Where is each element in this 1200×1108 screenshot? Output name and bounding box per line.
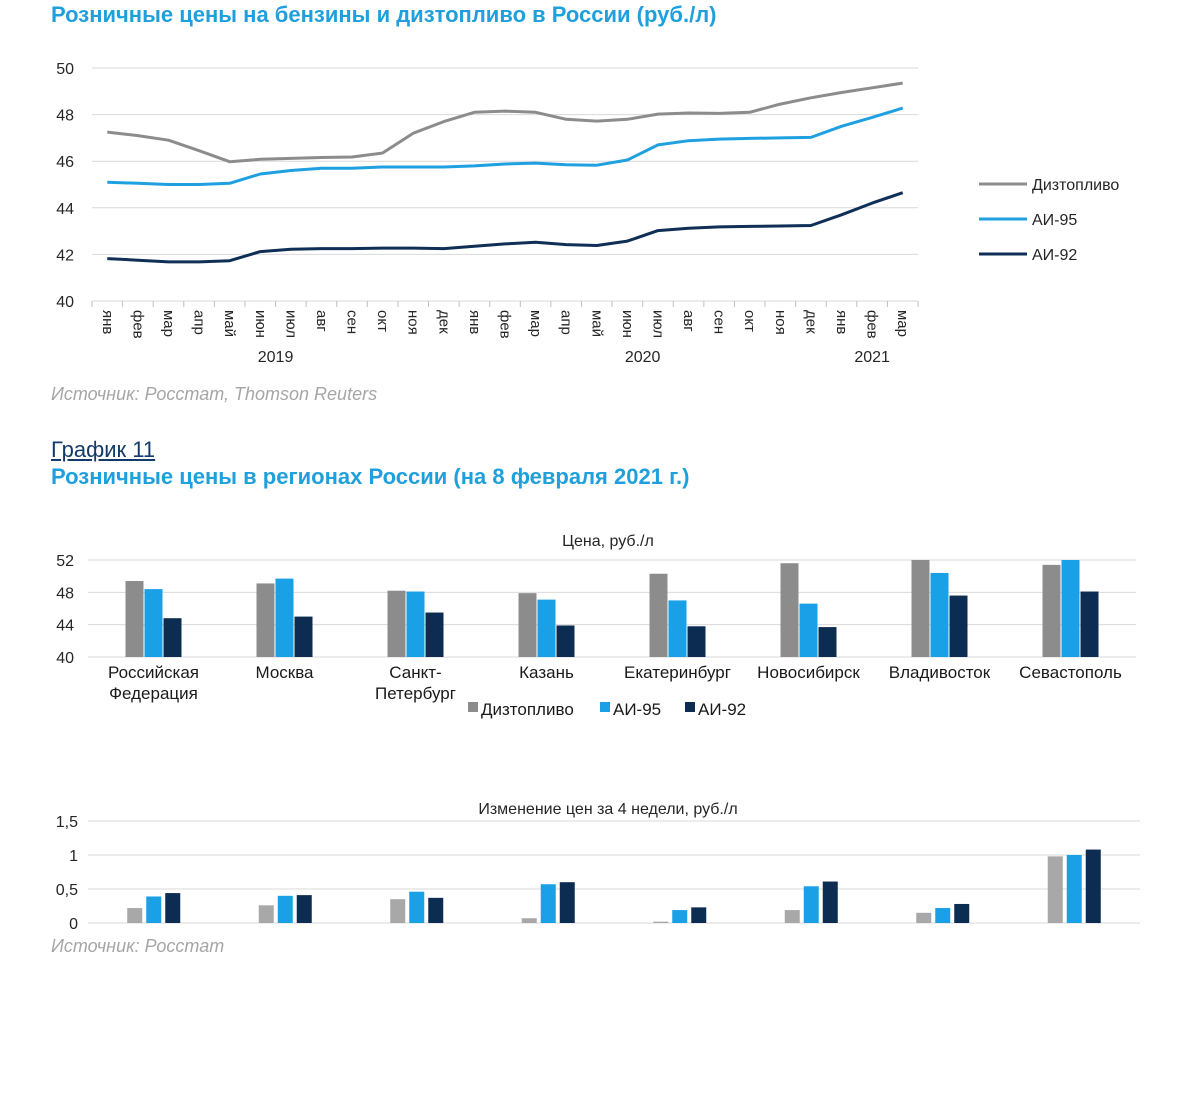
chart3-source: Источник: Росстат: [51, 936, 225, 956]
series-line: [107, 106, 904, 186]
x-tick-label: мар: [160, 310, 177, 337]
x-tick-label: апр: [558, 310, 575, 335]
x-tick-label: янв: [466, 310, 483, 334]
legend-label: АИ-92: [1032, 247, 1077, 264]
x-tick-label: фев: [497, 310, 514, 339]
x-tick-label: янв: [833, 310, 850, 334]
y-tick-label: 40: [56, 294, 74, 311]
y-tick-label: 42: [56, 247, 74, 264]
chart1-source: Источник: Росстат, Thomson Reuters: [51, 384, 378, 404]
x-tick-label: авг: [313, 310, 330, 332]
x-tick-label: июн: [252, 310, 269, 338]
x-tick-label: сен: [711, 310, 728, 334]
x-tick-label: янв: [99, 310, 116, 334]
x-tick-label: май: [221, 310, 238, 337]
x-tick-label: дек: [802, 310, 819, 334]
x-tick-label: июн: [619, 310, 636, 338]
x-tick-label: окт: [374, 310, 391, 332]
series-line: [107, 81, 903, 164]
x-tick-label: май: [588, 310, 605, 337]
x-tick-label: ноя: [772, 310, 789, 335]
x-tick-label: мар: [894, 310, 911, 337]
y-tick-label: 44: [56, 201, 74, 218]
legend-label: Дизтопливо: [1032, 177, 1119, 194]
graph-number-label: График 11: [51, 437, 156, 462]
x-tick-label: авг: [680, 310, 697, 332]
year-label: 2021: [854, 349, 890, 366]
x-tick-label: сен: [344, 310, 361, 334]
x-tick-label: окт: [741, 310, 758, 332]
y-tick-label: 50: [56, 61, 74, 78]
x-tick-label: апр: [191, 310, 208, 335]
year-label: 2019: [258, 349, 294, 366]
x-tick-label: мар: [527, 310, 544, 337]
year-label: 2020: [625, 349, 661, 366]
x-tick-label: дек: [435, 310, 452, 334]
chart1-title: Розничные цены на бензины и дизтопливо в…: [51, 2, 717, 27]
x-tick-label: июл: [282, 310, 299, 338]
legend-label: АИ-95: [1032, 212, 1077, 229]
series-line: [107, 191, 904, 264]
x-tick-label: фев: [864, 310, 881, 339]
x-tick-label: фев: [129, 310, 146, 339]
x-tick-label: ноя: [405, 310, 422, 335]
x-tick-label: июл: [649, 310, 666, 338]
chart2-title: Розничные цены в регионах России (на 8 ф…: [51, 464, 690, 489]
y-tick-label: 48: [56, 108, 74, 125]
y-tick-label: 46: [56, 154, 74, 171]
